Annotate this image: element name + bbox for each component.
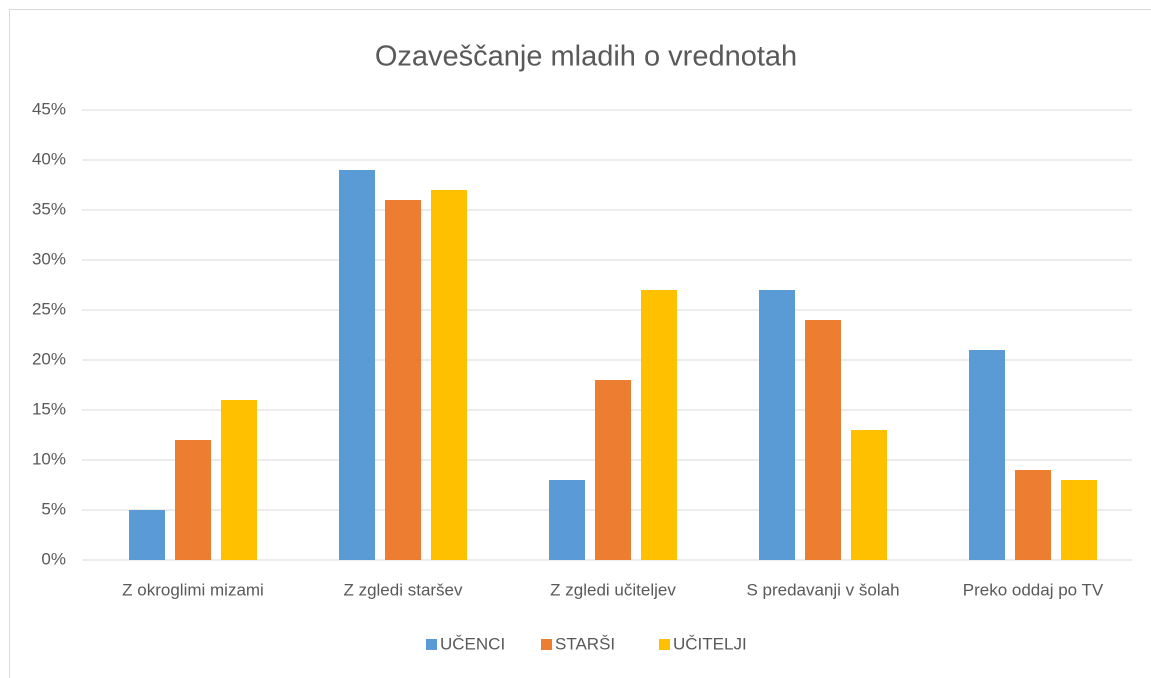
y-tick-label: 5% bbox=[41, 499, 66, 518]
x-tick-label: Z zgledi učiteljev bbox=[550, 580, 676, 599]
y-tick-label: 30% bbox=[32, 249, 66, 268]
legend-label: UČITELJI bbox=[673, 634, 747, 653]
bar bbox=[339, 170, 375, 560]
bar bbox=[969, 350, 1005, 560]
y-tick-label: 20% bbox=[32, 349, 66, 368]
bar bbox=[759, 290, 795, 560]
x-tick-label: S predavanji v šolah bbox=[746, 580, 899, 599]
bar bbox=[1061, 480, 1097, 560]
legend-swatch bbox=[659, 639, 670, 650]
x-tick-label: Preko oddaj po TV bbox=[963, 580, 1104, 599]
y-tick-label: 15% bbox=[32, 399, 66, 418]
bar bbox=[549, 480, 585, 560]
bar bbox=[175, 440, 211, 560]
x-tick-label: Z zgledi staršev bbox=[343, 580, 463, 599]
x-tick-label: Z okroglimi mizami bbox=[122, 580, 264, 599]
chart-title: Ozaveščanje mladih o vrednotah bbox=[375, 41, 797, 73]
y-tick-label: 0% bbox=[41, 549, 66, 568]
y-tick-label: 25% bbox=[32, 299, 66, 318]
bar bbox=[221, 400, 257, 560]
y-tick-label: 35% bbox=[32, 199, 66, 218]
y-tick-label: 10% bbox=[32, 449, 66, 468]
bar bbox=[851, 430, 887, 560]
bar bbox=[641, 290, 677, 560]
bar bbox=[1015, 470, 1051, 560]
legend-swatch bbox=[541, 639, 552, 650]
bar bbox=[431, 190, 467, 560]
legend-swatch bbox=[426, 639, 437, 650]
y-tick-label: 45% bbox=[32, 99, 66, 118]
chart-border bbox=[9, 9, 1151, 678]
bar bbox=[385, 200, 421, 560]
bar bbox=[805, 320, 841, 560]
bar bbox=[129, 510, 165, 560]
bar bbox=[595, 380, 631, 560]
legend-label: UČENCI bbox=[440, 634, 505, 653]
y-tick-label: 40% bbox=[32, 149, 66, 168]
legend-label: STARŠI bbox=[555, 634, 615, 653]
